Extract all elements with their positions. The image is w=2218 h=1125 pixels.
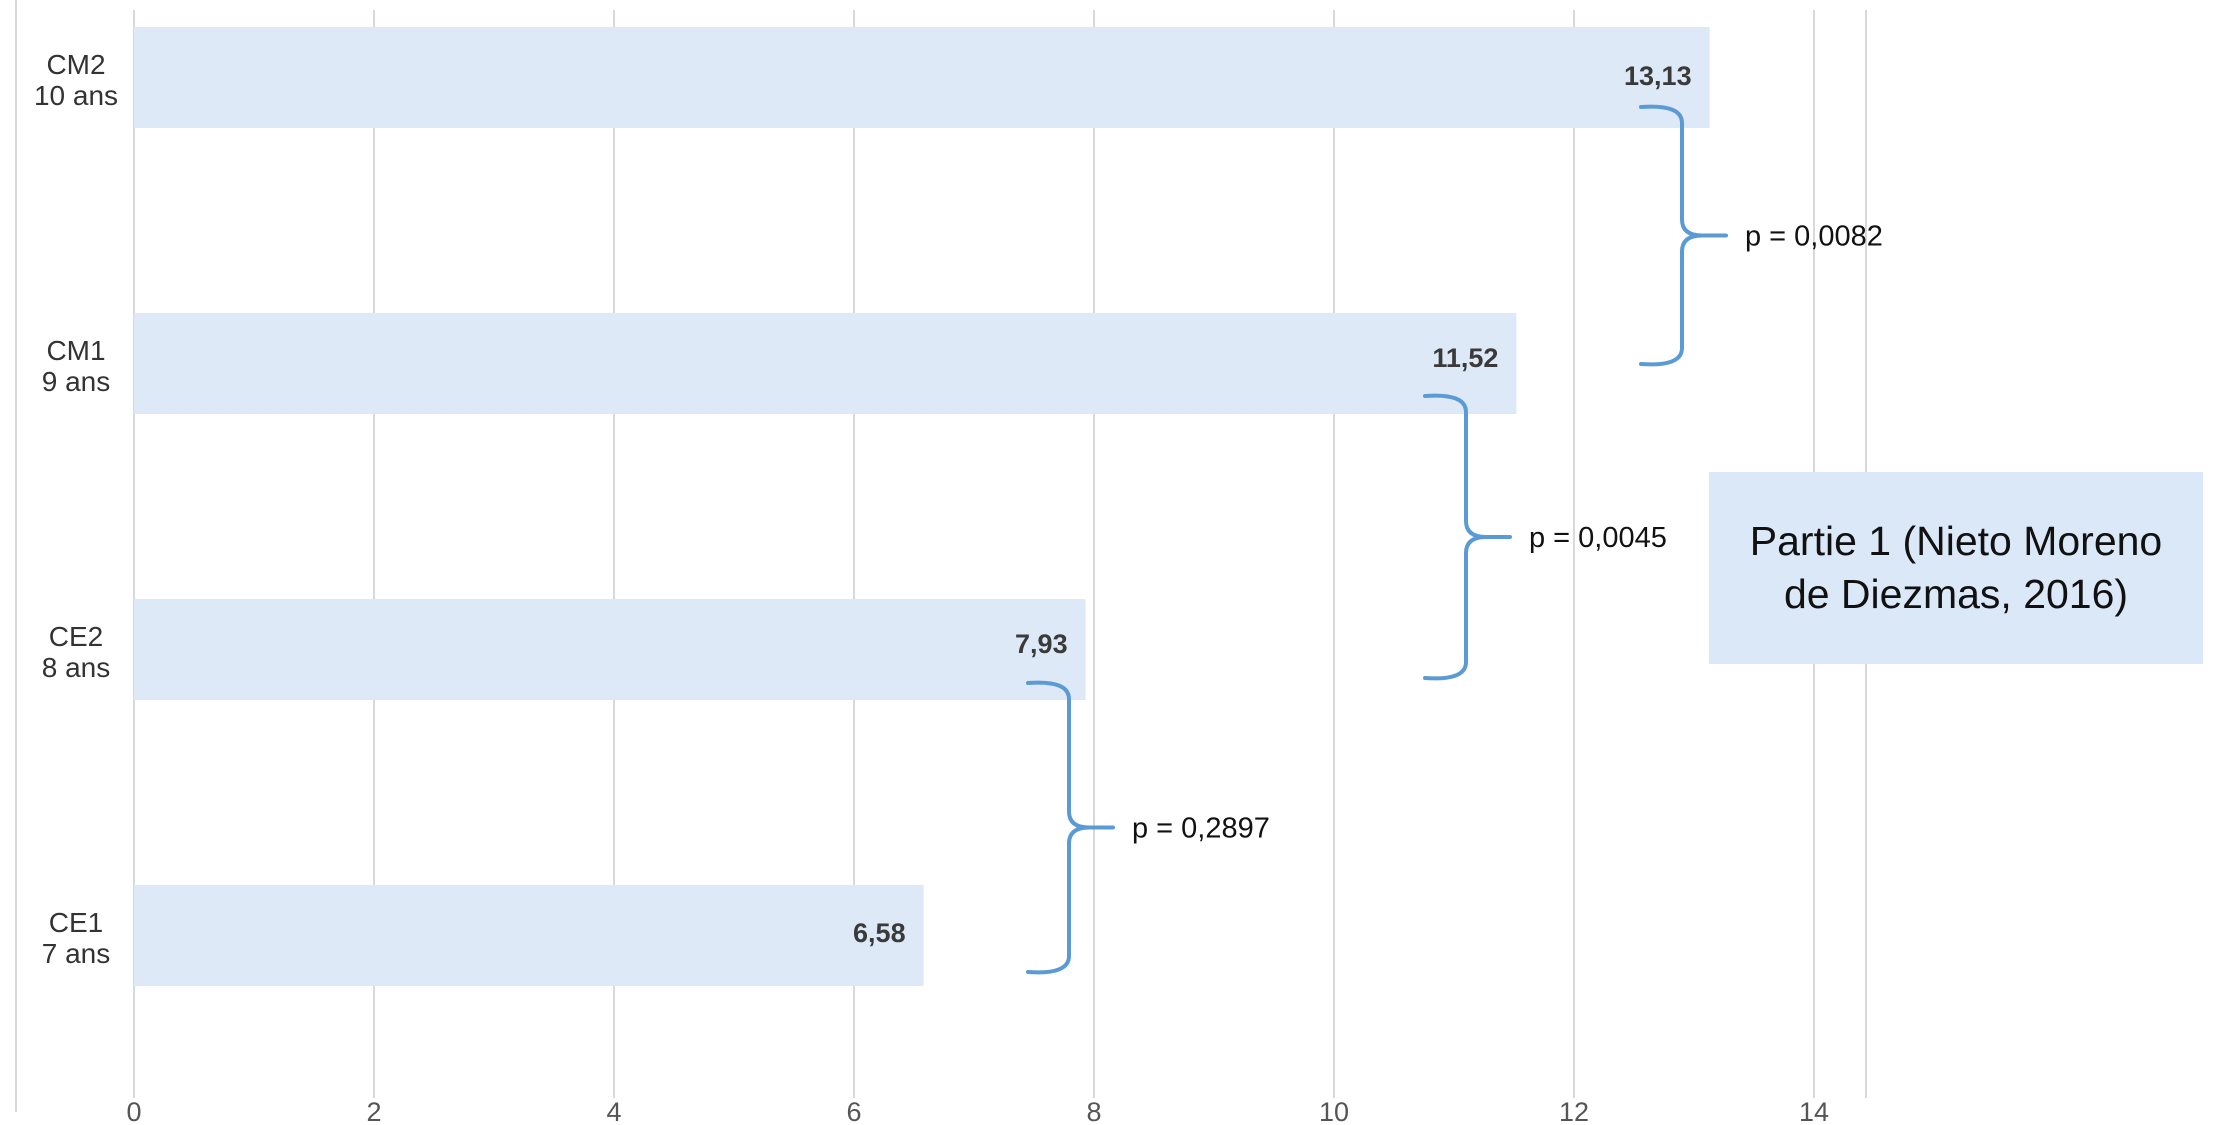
category-label: CE2: [49, 621, 103, 652]
x-tick-label: 4: [606, 1097, 621, 1125]
x-tick-label: 2: [366, 1097, 381, 1125]
p-value-label: p = 0,0045: [1529, 522, 1667, 554]
bar-cm2: [134, 27, 1710, 128]
value-label: 6,58: [853, 918, 906, 948]
category-sublabel: 7 ans: [42, 938, 111, 969]
significance-brackets: [1026, 104, 1728, 975]
bars: [134, 27, 1710, 986]
value-label: 11,52: [1432, 343, 1498, 373]
p-value-label: p = 0,0082: [1745, 221, 1883, 253]
value-label: 7,93: [1015, 629, 1068, 659]
significance-bracket: [1026, 680, 1091, 975]
category-label: CM2: [46, 49, 105, 80]
significance-bracket: [1423, 393, 1488, 681]
category-label: CM1: [46, 335, 105, 366]
x-tick-label: 12: [1559, 1097, 1589, 1125]
bar-cm1: [134, 313, 1517, 414]
p-value-label: p = 0,2897: [1132, 813, 1270, 845]
x-tick-label: 14: [1799, 1097, 1829, 1125]
category-sublabel: 8 ans: [42, 652, 111, 683]
citation-note-box: Partie 1 (Nieto Moreno de Diezmas, 2016): [1709, 472, 2203, 664]
category-sublabel: 10 ans: [34, 80, 118, 111]
x-tick-label: 0: [126, 1097, 141, 1125]
bar-ce2: [134, 599, 1086, 700]
citation-note-text: Partie 1 (Nieto Moreno de Diezmas, 2016): [1749, 518, 2163, 617]
x-tick-label: 6: [846, 1097, 861, 1125]
x-tick-label: 8: [1086, 1097, 1101, 1125]
category-label: CE1: [49, 907, 103, 938]
value-label: 13,13: [1624, 61, 1692, 91]
x-tick-label: 10: [1319, 1097, 1349, 1125]
bar-ce1: [134, 885, 924, 986]
category-sublabel: 9 ans: [42, 366, 111, 397]
significance-bracket: [1639, 104, 1704, 367]
